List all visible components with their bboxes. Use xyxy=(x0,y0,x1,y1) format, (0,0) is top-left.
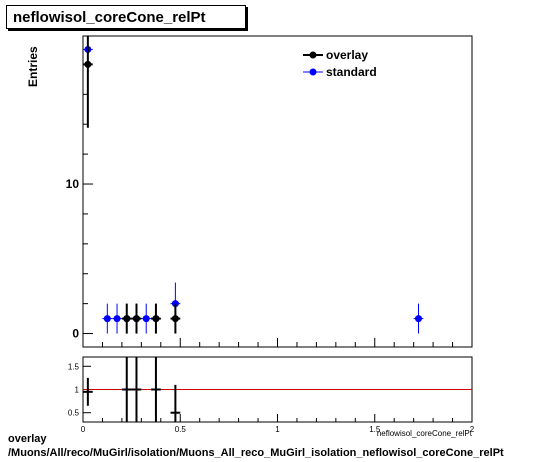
standard-point xyxy=(113,315,121,323)
page-title: neflowisol_coreCone_relPt xyxy=(13,9,206,26)
legend: overlay standard xyxy=(303,48,377,79)
legend-standard-label: standard xyxy=(326,65,377,79)
footer-line-1: overlay xyxy=(8,433,47,445)
ratio-x-tick-label: 1 xyxy=(275,425,280,434)
main-data-layer xyxy=(83,36,424,334)
standard-point xyxy=(103,315,111,323)
ratio-y-tick-label: 1 xyxy=(75,386,80,395)
footer-caption: overlay /Muons/All/reco/MuGirl/isolation… xyxy=(8,432,504,460)
footer-line-2: /Muons/All/reco/MuGirl/isolation/Muons_A… xyxy=(8,447,504,459)
main-x-axis xyxy=(82,338,473,347)
ratio-data-layer xyxy=(83,357,472,422)
y-axis-label: Entries xyxy=(26,46,40,87)
standard-point xyxy=(415,315,423,323)
legend-overlay-label: overlay xyxy=(326,48,368,62)
main-plot-frame xyxy=(82,35,473,348)
main-y-axis: 0 10 xyxy=(66,63,93,341)
legend-standard-marker xyxy=(309,68,317,76)
ratio-x-tick-label: 0.5 xyxy=(175,425,187,434)
x-axis-label: neflowisol_coreCone_relPt xyxy=(377,429,473,438)
overlay-point xyxy=(152,315,160,323)
overlay-point xyxy=(171,315,179,323)
ratio-y-tick-label: 1.5 xyxy=(68,362,80,371)
overlay-point xyxy=(84,60,92,68)
ratio-x-tick-label: 2 xyxy=(470,425,475,434)
overlay-point xyxy=(123,315,131,323)
title-box: neflowisol_coreCone_relPt xyxy=(6,5,246,29)
y-tick-label: 10 xyxy=(66,177,80,191)
ratio-x-tick-label: 0 xyxy=(81,425,86,434)
ratio-y-tick-label: 0.5 xyxy=(68,409,80,418)
ratio-axes: 0.511.50 0.5 1 1.5 2 xyxy=(68,362,475,434)
legend-overlay-marker xyxy=(309,51,317,59)
standard-point xyxy=(142,315,150,323)
ratio-x-tick-label: 1.5 xyxy=(369,425,381,434)
y-tick-label: 0 xyxy=(72,327,79,341)
overlay-point xyxy=(132,315,140,323)
